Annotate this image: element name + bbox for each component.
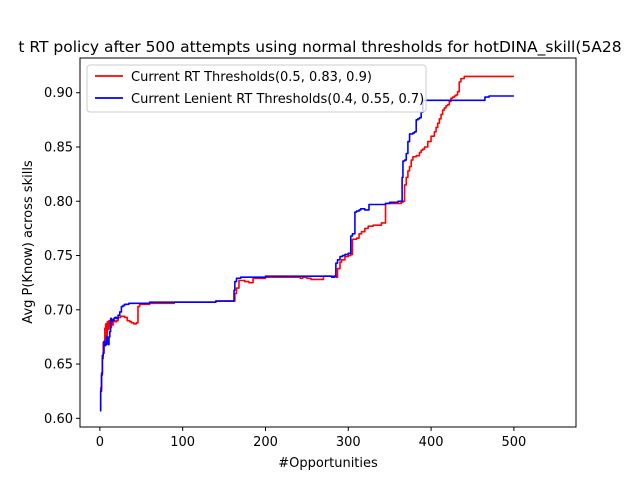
y-tick-label: 0.75 bbox=[44, 249, 73, 264]
legend-box bbox=[86, 64, 427, 113]
legend: Current RT Thresholds(0.5, 0.83, 0.9) Cu… bbox=[86, 64, 427, 113]
x-tick-label: 400 bbox=[419, 435, 444, 450]
x-tick-label: 200 bbox=[253, 435, 278, 450]
y-axis-label: Avg P(Know) across skills bbox=[21, 160, 36, 324]
x-tick-label: 100 bbox=[170, 435, 195, 450]
x-tick-label: 0 bbox=[96, 435, 104, 450]
y-axis: 0.60 0.65 0.70 0.75 0.80 0.85 0.90 bbox=[44, 86, 80, 427]
plot-frame bbox=[79, 57, 577, 428]
y-tick-label: 0.90 bbox=[44, 86, 73, 101]
plot-area bbox=[99, 75, 514, 412]
y-tick-label: 0.70 bbox=[44, 303, 73, 318]
legend-label-current-rt: Current RT Thresholds(0.5, 0.83, 0.9) bbox=[131, 70, 372, 85]
y-tick-label: 0.85 bbox=[44, 140, 73, 155]
series-line-lenient-rt bbox=[99, 95, 514, 412]
legend-label-lenient-rt: Current Lenient RT Thresholds(0.4, 0.55,… bbox=[131, 92, 424, 107]
chart-title: t RT policy after 500 attempts using nor… bbox=[18, 38, 621, 57]
x-axis-label: #Opportunities bbox=[278, 456, 378, 471]
series-line-current-rt bbox=[99, 75, 514, 410]
x-tick-label: 500 bbox=[501, 435, 526, 450]
series-layer bbox=[99, 75, 514, 412]
y-tick-label: 0.60 bbox=[44, 412, 73, 427]
y-tick-label: 0.65 bbox=[44, 358, 73, 373]
x-axis: 0 100 200 300 400 500 bbox=[96, 427, 526, 450]
y-tick-label: 0.80 bbox=[44, 195, 73, 210]
x-tick-label: 300 bbox=[336, 435, 361, 450]
